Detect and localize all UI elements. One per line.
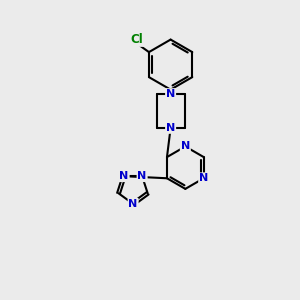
Text: Cl: Cl (131, 33, 143, 46)
Text: N: N (128, 199, 138, 209)
Text: N: N (199, 173, 208, 183)
Text: N: N (166, 123, 175, 133)
Text: N: N (181, 142, 190, 152)
Text: N: N (119, 171, 129, 181)
Text: N: N (166, 89, 175, 99)
Text: N: N (137, 171, 147, 181)
